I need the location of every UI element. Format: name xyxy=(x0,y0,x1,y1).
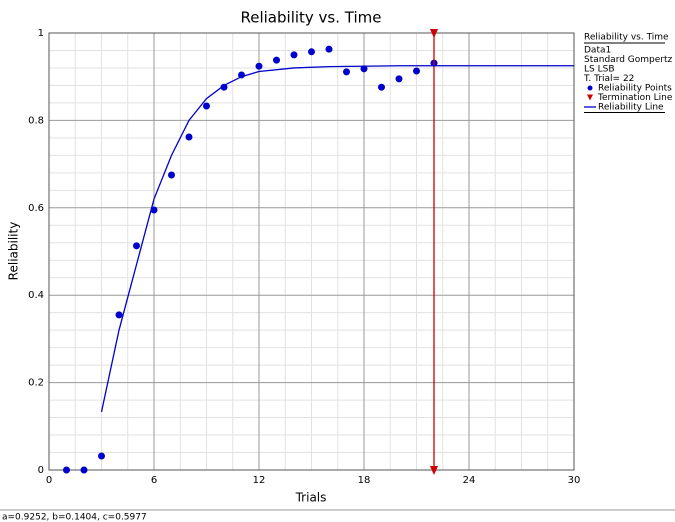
y-tick-label: 0.8 xyxy=(28,115,44,126)
termination-marker xyxy=(430,466,438,475)
legend-label: Termination Line xyxy=(597,93,673,103)
point xyxy=(115,311,123,319)
x-tick-label: 0 xyxy=(46,475,52,486)
x-tick-label: 6 xyxy=(151,475,157,486)
point xyxy=(325,45,333,53)
point xyxy=(273,56,280,64)
point xyxy=(360,65,368,73)
plot-frame xyxy=(48,32,575,471)
legend-label: Reliability Line xyxy=(598,103,664,113)
y-tick-label: 0.4 xyxy=(28,290,44,301)
legend-swatch xyxy=(587,94,593,101)
x-tick-label: 30 xyxy=(568,475,581,486)
y-tick-label: 1 xyxy=(38,28,44,39)
point xyxy=(413,67,420,75)
legend-label: Reliability Points xyxy=(598,84,672,94)
point xyxy=(133,242,140,250)
y-axis-label: Reliability xyxy=(7,222,21,281)
legend-text: LS LSB xyxy=(584,65,615,75)
point xyxy=(343,68,350,76)
y-tick-label: 0 xyxy=(38,465,44,476)
point xyxy=(203,102,210,110)
y-tick-label: 0.6 xyxy=(28,203,44,214)
chart-title: Reliability vs. Time xyxy=(241,9,382,27)
reliability-line xyxy=(100,65,574,413)
point xyxy=(308,48,315,56)
status-text: a=0.9252, b=0.1404, c=0.5977 xyxy=(2,513,147,522)
point xyxy=(378,83,385,91)
point xyxy=(98,452,105,460)
legend-text: Standard Gompertz xyxy=(584,55,673,65)
termination-marker xyxy=(430,29,438,38)
legend-text: T. Trial= 22 xyxy=(583,74,634,84)
point xyxy=(80,466,88,474)
legend-swatch xyxy=(587,85,593,91)
legend-title: Reliability vs. Time xyxy=(584,33,669,43)
x-axis-label: Trials xyxy=(295,491,327,505)
point xyxy=(150,206,158,214)
x-tick-label: 18 xyxy=(358,475,371,486)
x-tick-label: 24 xyxy=(463,475,476,486)
legend-text: Data1 xyxy=(584,46,611,56)
point xyxy=(290,51,298,59)
point xyxy=(395,75,403,83)
point xyxy=(185,133,193,141)
point xyxy=(220,83,228,91)
x-tick-label: 12 xyxy=(253,475,266,486)
point xyxy=(168,171,175,179)
point xyxy=(255,62,263,70)
y-tick-label: 0.2 xyxy=(28,378,44,389)
point xyxy=(63,466,70,474)
